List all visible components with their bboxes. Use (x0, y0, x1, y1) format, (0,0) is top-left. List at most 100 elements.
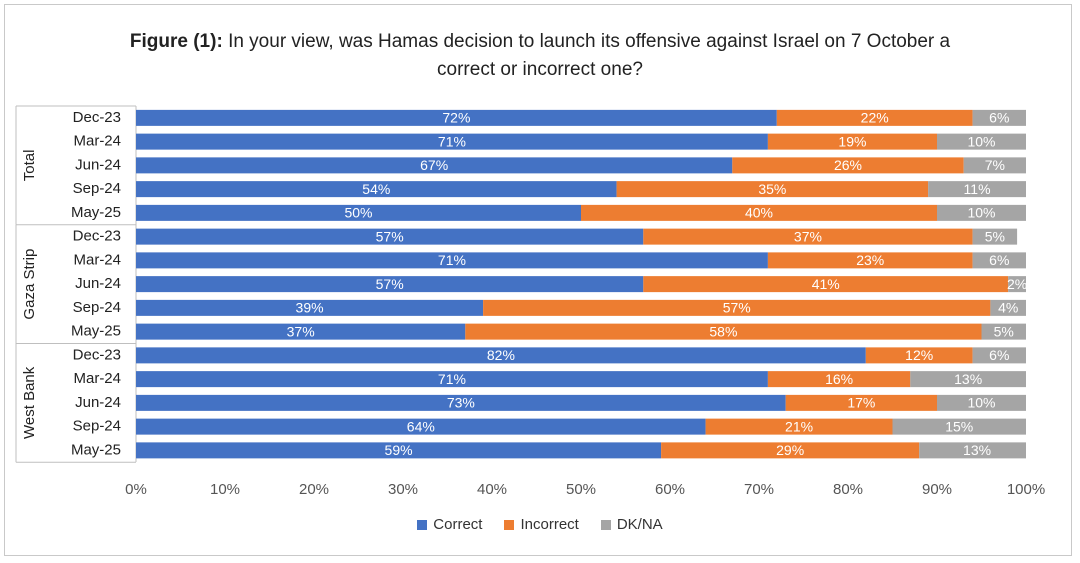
data-label-correct: 54% (362, 181, 390, 197)
data-label-incorrect: 17% (847, 395, 875, 411)
data-label-incorrect: 40% (745, 205, 773, 221)
bar-segment-correct (136, 418, 706, 435)
period-label: May-25 (71, 323, 121, 340)
legend-label-correct: Correct (433, 516, 483, 533)
data-label-dkna: 10% (967, 205, 995, 221)
x-tick-label: 20% (299, 481, 329, 498)
data-label-correct: 67% (420, 157, 448, 173)
legend-label-incorrect: Incorrect (520, 516, 579, 533)
bar-segment-correct (136, 157, 733, 174)
data-label-incorrect: 22% (861, 110, 889, 126)
bar-segment-dkna (928, 181, 1026, 198)
data-label-incorrect: 37% (794, 228, 822, 244)
bar-segment-correct (136, 204, 581, 221)
data-label-dkna: 15% (945, 418, 973, 434)
data-label-dkna: 6% (989, 110, 1009, 126)
data-label-correct: 82% (487, 347, 515, 363)
bar-segment-incorrect (643, 276, 1009, 293)
bar-segment-dkna (1008, 276, 1026, 293)
bar-segment-incorrect (865, 347, 973, 364)
data-label-dkna: 5% (994, 323, 1014, 339)
x-tick-label: 90% (922, 481, 952, 498)
bar-segment-dkna (990, 299, 1026, 316)
period-label: Mar-24 (73, 370, 121, 387)
bar-segment-correct (136, 347, 866, 364)
bar-segment-dkna (937, 204, 1026, 221)
bar-segment-dkna (981, 323, 1026, 340)
data-label-incorrect: 29% (776, 442, 804, 458)
x-tick-label: 30% (388, 481, 418, 498)
bar-segment-correct (136, 133, 768, 150)
data-label-correct: 59% (385, 442, 413, 458)
x-tick-label: 80% (833, 481, 863, 498)
data-label-dkna: 4% (998, 300, 1018, 316)
bar-segment-correct (136, 252, 768, 269)
period-label: Dec-23 (73, 346, 121, 363)
data-label-correct: 71% (438, 133, 466, 149)
data-label-correct: 39% (296, 300, 324, 316)
bar-segment-dkna (892, 418, 1026, 435)
data-label-dkna: 5% (985, 228, 1005, 244)
data-label-incorrect: 35% (758, 181, 786, 197)
data-label-correct: 73% (447, 395, 475, 411)
period-label: Sep-24 (73, 418, 121, 435)
bar-segment-correct (136, 394, 786, 411)
data-label-correct: 50% (344, 205, 372, 221)
bar-segment-incorrect (581, 204, 937, 221)
data-label-dkna: 6% (989, 252, 1009, 268)
bar-segment-dkna (919, 442, 1026, 459)
data-label-incorrect: 21% (785, 418, 813, 434)
data-label-dkna: 11% (964, 181, 991, 197)
x-tick-label: 0% (125, 481, 147, 498)
data-label-incorrect: 12% (905, 347, 933, 363)
bar-segment-correct (136, 228, 644, 245)
bar-segment-incorrect (465, 323, 982, 340)
bar-segment-incorrect (732, 157, 964, 174)
period-label: Dec-23 (73, 228, 121, 245)
bar-segment-incorrect (661, 442, 920, 459)
data-label-dkna: 13% (963, 442, 991, 458)
x-tick-label: 50% (566, 481, 596, 498)
group-label: Gaza Strip (21, 249, 38, 320)
data-label-correct: 57% (376, 276, 404, 292)
data-label-incorrect: 23% (856, 252, 884, 268)
group-label: Total (21, 150, 38, 182)
bar-segment-incorrect (767, 133, 937, 150)
period-label: May-25 (71, 441, 121, 458)
data-label-dkna: 13% (954, 371, 982, 387)
x-tick-label: 70% (744, 481, 774, 498)
bar-segment-correct (136, 109, 777, 126)
data-label-incorrect: 19% (838, 133, 866, 149)
data-label-dkna: 2% (1007, 276, 1027, 292)
bar-segment-incorrect (643, 228, 973, 245)
period-label: Sep-24 (73, 299, 121, 316)
data-label-correct: 71% (438, 371, 466, 387)
data-label-correct: 71% (438, 252, 466, 268)
data-label-correct: 72% (442, 110, 470, 126)
chart-title: Figure (1): In your view, was Hamas deci… (120, 28, 960, 84)
legend-swatch-correct (417, 519, 428, 530)
bar-segment-incorrect (705, 418, 893, 435)
period-label: May-25 (71, 204, 121, 221)
bar-segment-incorrect (785, 394, 937, 411)
data-label-dkna: 7% (985, 157, 1005, 173)
data-label-dkna: 10% (967, 133, 995, 149)
bar-segment-dkna (972, 347, 1026, 364)
data-label-incorrect: 26% (834, 157, 862, 173)
bar-segment-dkna (937, 133, 1026, 150)
chart-title-prefix: Figure (1): (129, 31, 223, 52)
bar-segment-correct (136, 181, 617, 198)
bar-segment-incorrect (616, 181, 929, 198)
bar-segment-dkna (972, 252, 1026, 269)
chart-legend: Correct Incorrect DK/NA (0, 516, 1080, 533)
x-tick-label: 100% (1007, 481, 1045, 498)
legend-swatch-incorrect (504, 519, 515, 530)
period-label: Jun-24 (75, 156, 121, 173)
bar-segment-correct (136, 276, 644, 293)
bar-segment-incorrect (767, 371, 911, 388)
period-label: Sep-24 (73, 180, 121, 197)
legend-label-dkna: DK/NA (616, 516, 663, 533)
period-label: Jun-24 (75, 275, 121, 292)
data-label-correct: 37% (287, 323, 315, 339)
